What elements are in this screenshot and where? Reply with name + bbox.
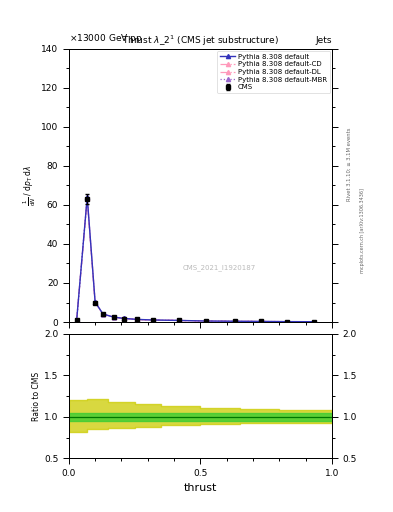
Pythia 8.308 default-MBR: [177, 317, 182, 324]
Pythia 8.308 default-MBR: [232, 318, 237, 324]
Title: Thrust $\lambda\_2^1$ (CMS jet substructure): Thrust $\lambda\_2^1$ (CMS jet substruct…: [122, 34, 279, 49]
Pythia 8.308 default-DL: [285, 318, 290, 325]
Line: Pythia 8.308 default-DL: Pythia 8.308 default-DL: [75, 196, 316, 324]
Pythia 8.308 default-DL: [122, 315, 127, 322]
Pythia 8.308 default-DL: [74, 317, 79, 323]
Text: Rivet 3.1.10; ≥ 3.1M events: Rivet 3.1.10; ≥ 3.1M events: [347, 127, 352, 201]
Pythia 8.308 default-CD: [135, 316, 140, 323]
Pythia 8.308 default: [135, 316, 140, 323]
Pythia 8.308 default: [101, 311, 105, 317]
Pythia 8.308 default-MBR: [151, 317, 155, 323]
Pythia 8.308 default-CD: [151, 317, 155, 323]
Pythia 8.308 default-DL: [232, 318, 237, 324]
Pythia 8.308 default-MBR: [101, 311, 105, 317]
Text: Jets: Jets: [316, 36, 332, 45]
Pythia 8.308 default: [74, 317, 79, 323]
Pythia 8.308 default-MBR: [93, 299, 97, 305]
Pythia 8.308 default-CD: [285, 318, 290, 325]
Y-axis label: $\frac{1}{\mathrm{d}N}$ / $\mathrm{d}p_\mathrm{T}\,\mathrm{d}\lambda$: $\frac{1}{\mathrm{d}N}$ / $\mathrm{d}p_\…: [22, 165, 39, 206]
Pythia 8.308 default-DL: [101, 311, 105, 317]
Pythia 8.308 default: [177, 317, 182, 324]
Pythia 8.308 default-DL: [85, 196, 90, 202]
Line: Pythia 8.308 default-MBR: Pythia 8.308 default-MBR: [75, 196, 316, 324]
Pythia 8.308 default-MBR: [135, 316, 140, 323]
Pythia 8.308 default-DL: [203, 318, 208, 324]
Pythia 8.308 default-CD: [111, 314, 116, 320]
Pythia 8.308 default-MBR: [311, 318, 316, 325]
Pythia 8.308 default: [203, 318, 208, 324]
Pythia 8.308 default-DL: [259, 318, 263, 325]
Pythia 8.308 default-DL: [177, 317, 182, 324]
Text: CMS_2021_I1920187: CMS_2021_I1920187: [182, 264, 255, 271]
Pythia 8.308 default-CD: [203, 318, 208, 324]
Pythia 8.308 default-DL: [93, 299, 97, 305]
Pythia 8.308 default: [151, 317, 155, 323]
Pythia 8.308 default-MBR: [85, 195, 90, 201]
Pythia 8.308 default: [311, 318, 316, 325]
Pythia 8.308 default: [85, 194, 90, 200]
Pythia 8.308 default: [93, 299, 97, 305]
Text: $\times$13000 GeV pp: $\times$13000 GeV pp: [69, 32, 142, 45]
Y-axis label: Ratio to CMS: Ratio to CMS: [32, 372, 41, 421]
Pythia 8.308 default-MBR: [122, 315, 127, 322]
Pythia 8.308 default-MBR: [203, 318, 208, 324]
Pythia 8.308 default: [285, 318, 290, 325]
Pythia 8.308 default-DL: [311, 318, 316, 325]
Line: Pythia 8.308 default: Pythia 8.308 default: [75, 195, 316, 324]
Pythia 8.308 default: [259, 318, 263, 325]
Pythia 8.308 default-CD: [259, 318, 263, 325]
Pythia 8.308 default: [122, 315, 127, 322]
Pythia 8.308 default-DL: [151, 317, 155, 323]
Pythia 8.308 default-DL: [111, 314, 116, 320]
X-axis label: thrust: thrust: [184, 483, 217, 493]
Pythia 8.308 default: [232, 318, 237, 324]
Pythia 8.308 default: [111, 314, 116, 320]
Pythia 8.308 default-CD: [311, 318, 316, 325]
Pythia 8.308 default-CD: [232, 318, 237, 324]
Pythia 8.308 default-MBR: [259, 318, 263, 325]
Pythia 8.308 default-CD: [74, 317, 79, 323]
Line: Pythia 8.308 default-CD: Pythia 8.308 default-CD: [75, 196, 316, 324]
Pythia 8.308 default-CD: [177, 317, 182, 324]
Pythia 8.308 default-MBR: [285, 318, 290, 325]
Text: mcplots.cern.ch [arXiv:1306.3436]: mcplots.cern.ch [arXiv:1306.3436]: [360, 188, 365, 273]
Legend: Pythia 8.308 default, Pythia 8.308 default-CD, Pythia 8.308 default-DL, Pythia 8: Pythia 8.308 default, Pythia 8.308 defau…: [217, 51, 330, 93]
Pythia 8.308 default-DL: [135, 316, 140, 323]
Pythia 8.308 default-CD: [85, 195, 90, 201]
Pythia 8.308 default-CD: [122, 315, 127, 322]
Pythia 8.308 default-MBR: [74, 317, 79, 323]
Pythia 8.308 default-MBR: [111, 314, 116, 320]
Pythia 8.308 default-CD: [93, 299, 97, 305]
Pythia 8.308 default-CD: [101, 311, 105, 317]
